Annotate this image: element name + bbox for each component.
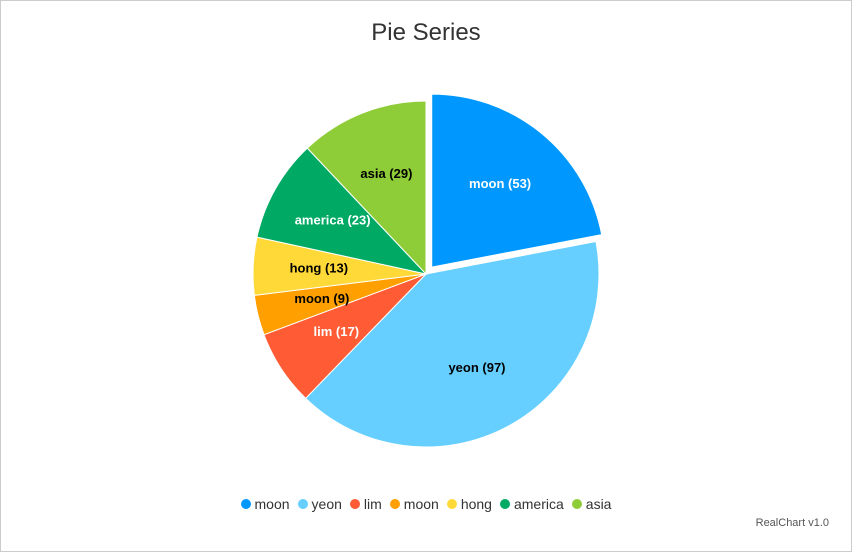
legend-item-1[interactable]: yeon <box>297 496 342 512</box>
legend-item-3[interactable]: moon <box>389 496 439 512</box>
slice-label-4: hong (13) <box>290 261 349 276</box>
credits: RealChart v1.0 <box>755 517 829 529</box>
legend-label: yeon <box>311 496 342 512</box>
slice-label-2: lim (17) <box>314 324 360 339</box>
legend-marker <box>389 499 400 509</box>
legend: moon yeon lim moon hong america asia <box>0 496 852 512</box>
legend-label: asia <box>585 496 612 512</box>
slice-label-1: yeon (97) <box>448 360 505 375</box>
slice-label-6: asia (29) <box>360 166 412 181</box>
legend-item-4[interactable]: hong <box>446 496 492 512</box>
legend-marker <box>499 499 510 509</box>
legend-item-5[interactable]: america <box>499 496 564 512</box>
legend-item-2[interactable]: lim <box>349 496 382 512</box>
legend-item-0[interactable]: moon <box>240 496 290 512</box>
chart-title: Pie Series <box>371 19 481 46</box>
pie-slice-5[interactable] <box>256 147 428 275</box>
pie-slice-0[interactable] <box>431 93 603 268</box>
legend-label: hong <box>460 496 492 512</box>
legend-label: moon <box>403 496 439 512</box>
legend-marker <box>571 499 582 509</box>
legend-marker <box>349 499 360 509</box>
legend-label: lim <box>363 496 382 512</box>
legend-item-6[interactable]: asia <box>571 496 612 512</box>
pie-slice-1[interactable] <box>304 240 600 448</box>
legend-label: moon <box>254 496 290 512</box>
legend-marker <box>446 499 457 509</box>
slice-label-0: moon (53) <box>469 176 531 191</box>
slice-label-5: america (23) <box>295 213 371 228</box>
legend-marker <box>240 499 251 509</box>
slice-label-3: moon (9) <box>294 291 349 306</box>
legend-marker <box>297 499 308 509</box>
pie-slice-6[interactable] <box>306 100 427 276</box>
legend-label: america <box>513 496 564 512</box>
